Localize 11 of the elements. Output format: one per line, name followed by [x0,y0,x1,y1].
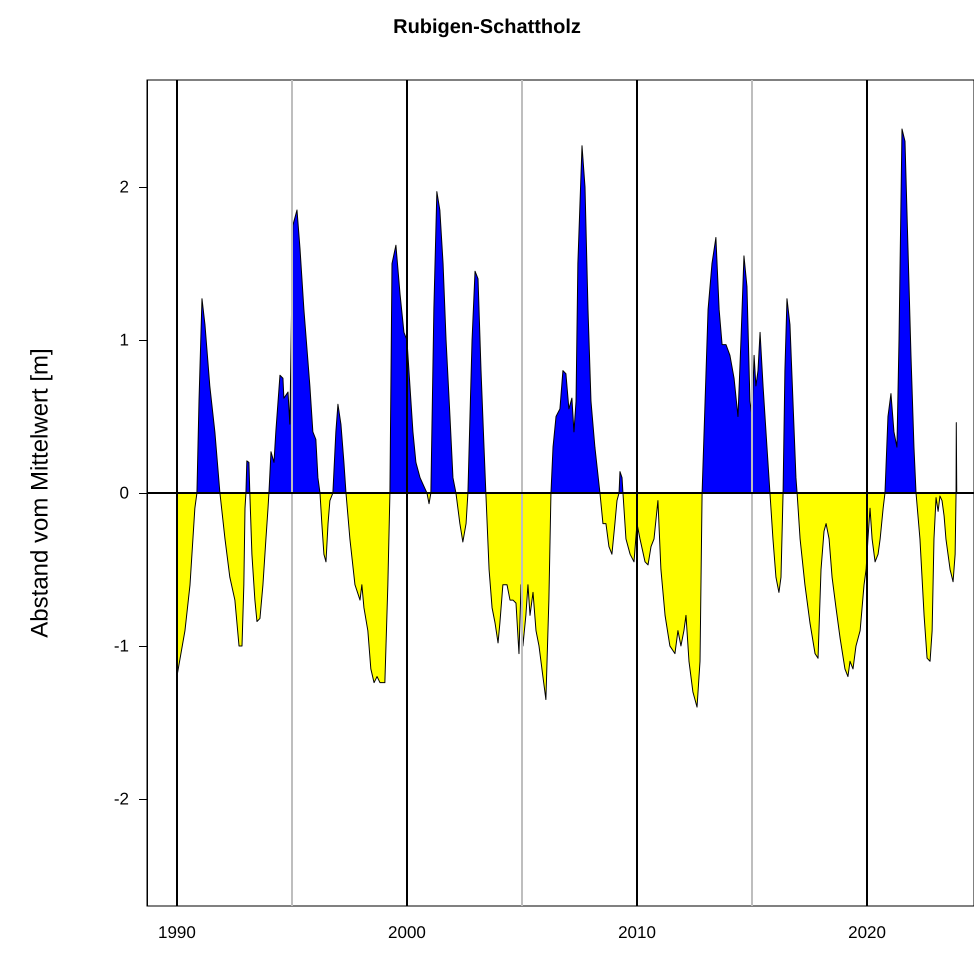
chart-title: Rubigen-Schattholz [393,16,581,38]
x-tick-label: 1990 [158,923,196,942]
y-tick-label: 2 [120,178,129,197]
y-tick-label: 1 [120,330,129,350]
y-tick-label: -1 [114,636,129,656]
y-axis-title: Abstand vom Mittelwert [m] [26,348,54,638]
x-tick-label: 2000 [388,923,426,942]
x-tick-label: 2020 [848,923,886,942]
y-tick-label: -2 [114,789,129,808]
x-tick-label: 2010 [618,923,656,942]
y-tick-label: 0 [120,484,129,502]
